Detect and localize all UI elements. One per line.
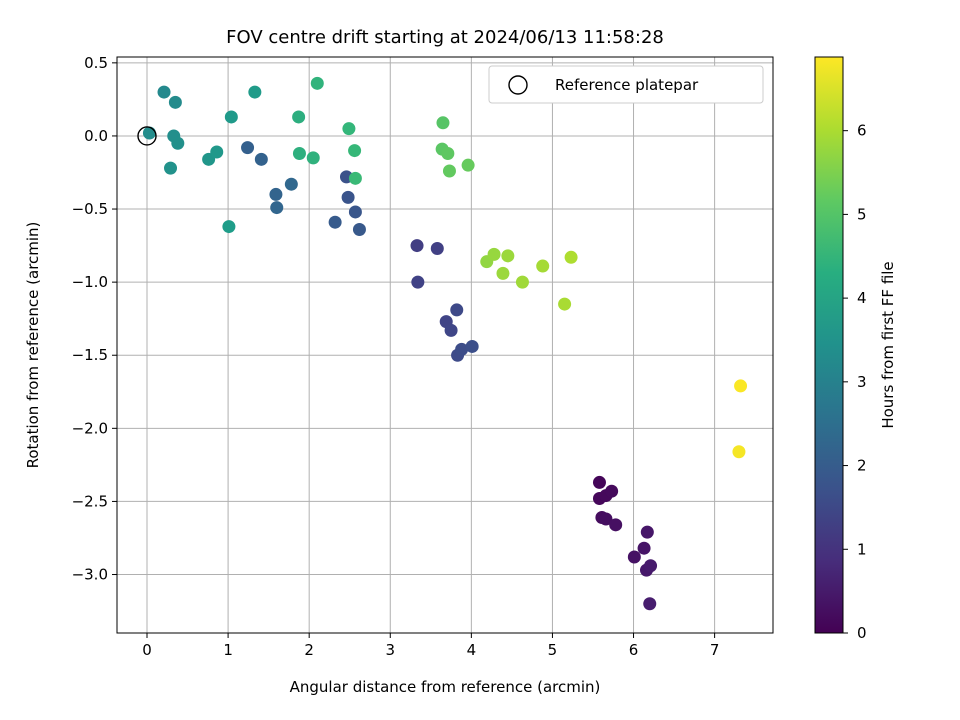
scatter-point (441, 146, 455, 160)
x-tick-label: 0 (142, 641, 152, 659)
scatter-point (465, 339, 479, 353)
legend-marker (508, 75, 528, 95)
scatter-point (292, 146, 306, 160)
scatter-point (436, 116, 450, 130)
scatter-point (643, 597, 657, 611)
x-tick-label: 6 (629, 641, 639, 659)
scatter-point (168, 95, 182, 109)
scatter-point (341, 190, 355, 204)
scatter-point (605, 484, 619, 498)
scatter-point (310, 76, 324, 90)
chart-title: FOV centre drift starting at 2024/06/13 … (226, 27, 664, 48)
scatter-point (269, 187, 283, 201)
scatter-point (292, 110, 306, 124)
scatter-point (328, 215, 342, 229)
x-tick-label: 4 (467, 641, 477, 659)
y-tick-label: 0.0 (84, 127, 108, 145)
x-tick-label: 2 (304, 641, 314, 659)
scatter-point (348, 144, 362, 158)
scatter-point (450, 303, 464, 317)
colorbar-tick-label: 3 (857, 373, 867, 391)
scatter-point (254, 152, 268, 166)
x-axis-label: Angular distance from reference (arcmin) (290, 678, 601, 696)
scatter-point (444, 323, 458, 337)
x-tick-label: 7 (710, 641, 720, 659)
scatter-point (352, 223, 366, 237)
colorbar-ticks: 0 1 2 3 4 5 6 (843, 122, 867, 642)
x-tick-label: 1 (223, 641, 233, 659)
scatter-point (171, 136, 185, 150)
scatter-point (224, 110, 238, 124)
scatter-point (284, 177, 298, 191)
colorbar-label: Hours from first FF file (879, 261, 897, 428)
y-tick-label: 0.5 (84, 54, 108, 72)
x-tick-label: 5 (548, 641, 558, 659)
x-tick-label: 3 (385, 641, 395, 659)
scatter-point (599, 512, 613, 526)
scatter-point (306, 151, 320, 165)
colorbar-tick-label: 5 (857, 205, 867, 223)
colorbar-tick-label: 6 (857, 122, 867, 140)
scatter-point (411, 275, 425, 289)
scatter-point (210, 145, 224, 159)
colorbar-tick-label: 0 (857, 624, 867, 642)
scatter-point (732, 445, 746, 459)
y-tick-label: −3.0 (72, 566, 108, 584)
scatter-point (157, 85, 171, 99)
scatter-point (142, 126, 156, 140)
scatter-point (164, 161, 178, 175)
scatter-point (501, 249, 515, 263)
y-axis-label: Rotation from reference (arcmin) (24, 222, 42, 469)
scatter-point (241, 141, 255, 155)
y-tick-label: −1.0 (72, 273, 108, 291)
colorbar-tick-label: 2 (857, 457, 867, 475)
scatter-point (270, 201, 284, 215)
scatter-point (640, 525, 654, 539)
scatter-point (348, 205, 362, 219)
legend-label: Reference platepar (555, 76, 699, 94)
scatter-point (222, 220, 236, 234)
reference-platepar-marker (137, 126, 157, 146)
scatter-point (442, 164, 456, 178)
scatter-point (637, 541, 651, 555)
y-tick-label: −0.5 (72, 200, 108, 218)
scatter-point (592, 475, 606, 489)
scatter-point (564, 250, 578, 264)
scatter-point (536, 259, 550, 273)
y-tick-label: −2.5 (72, 492, 108, 510)
scatter-point (455, 342, 469, 356)
scatter-point (348, 171, 362, 185)
scatter-point (734, 379, 748, 393)
scatter-point (248, 85, 262, 99)
plot-frame (116, 56, 774, 634)
scatter-point (410, 239, 424, 253)
y-tick-label: −1.5 (72, 346, 108, 364)
scatter-point (644, 559, 658, 573)
colorbar-tick-label: 1 (857, 540, 867, 558)
scatter-point (461, 158, 475, 172)
legend-box (488, 65, 764, 104)
x-axis-ticks: 0 1 2 3 4 5 6 7 (142, 633, 719, 659)
scatter-point (487, 247, 501, 261)
scatter-point (609, 518, 623, 532)
legend: Reference platepar (488, 65, 764, 104)
scatter-point (515, 275, 529, 289)
scatter-point (627, 550, 641, 564)
scatter-point (430, 242, 444, 256)
scatter-point (342, 122, 356, 136)
colorbar (814, 56, 844, 634)
scatter-points (142, 76, 748, 611)
scatter-point (558, 297, 572, 311)
scatter-point (496, 266, 510, 280)
colorbar-tick-label: 4 (857, 289, 867, 307)
y-axis-ticks: 0.5 0.0 −0.5 −1.0 −1.5 −2.0 −2.5 −3.0 (72, 54, 117, 584)
y-tick-label: −2.0 (72, 419, 108, 437)
